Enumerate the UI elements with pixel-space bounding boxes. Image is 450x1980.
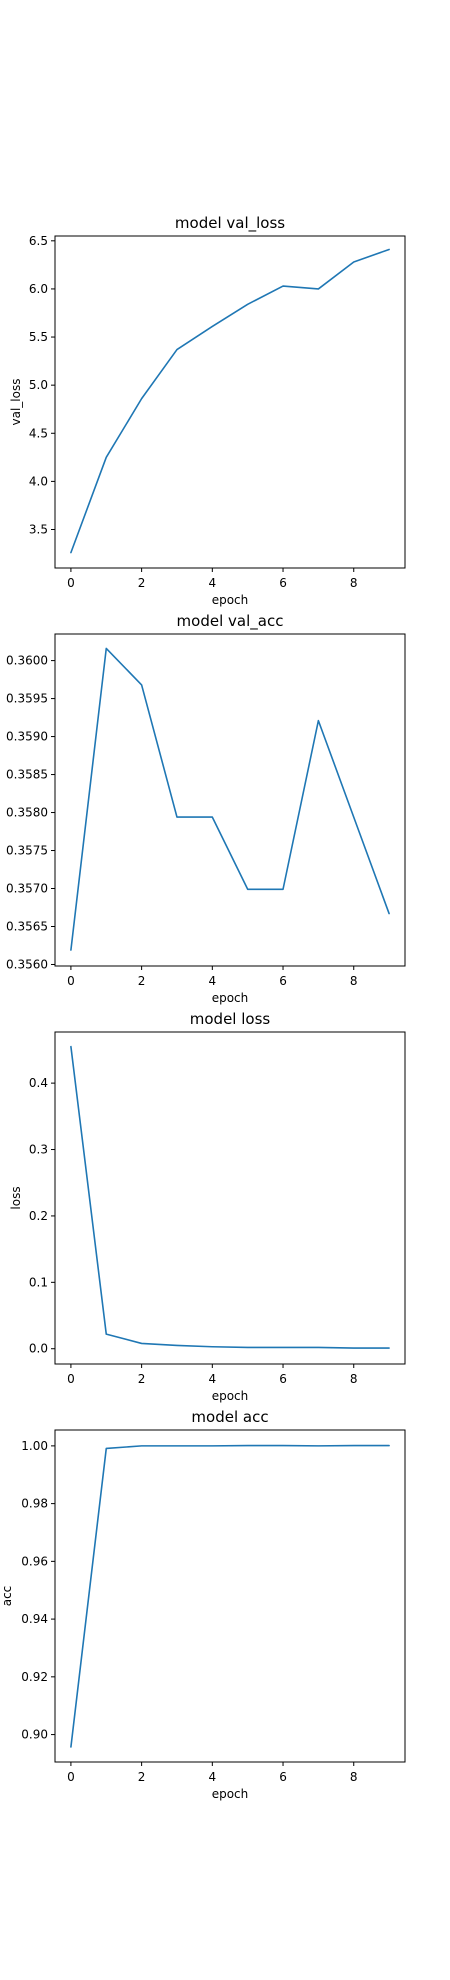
x-tick-label: 4 <box>209 1372 217 1386</box>
y-tick-label: 3.5 <box>29 523 48 537</box>
y-tick-label: 0.98 <box>21 1497 48 1511</box>
x-tick-label: 8 <box>350 1372 358 1386</box>
x-tick-label: 0 <box>67 1372 75 1386</box>
x-tick-label: 4 <box>209 1770 217 1784</box>
y-tick-label: 1.00 <box>21 1439 48 1453</box>
x-tick-label: 6 <box>279 576 287 590</box>
y-tick-label: 0.4 <box>29 1076 48 1090</box>
y-tick-label: 4.5 <box>29 426 48 440</box>
series-line <box>70 647 390 951</box>
y-tick-label: 0.3565 <box>6 919 48 933</box>
y-tick-label: 0.90 <box>21 1728 48 1742</box>
y-tick-label: 0.3 <box>29 1143 48 1157</box>
y-tick-label: 0.3595 <box>6 692 48 706</box>
plot-frame <box>54 1031 406 1365</box>
y-tick-label: 6.5 <box>29 234 48 248</box>
y-axis-label: acc <box>0 1586 14 1607</box>
y-tick-label: 5.0 <box>29 378 48 392</box>
plot-frame <box>54 633 406 967</box>
y-tick-label: 0.3600 <box>6 654 48 668</box>
chart-panel-3: model acc 0 2 4 6 8 0.90 0.92 0.94 0.96 0.98 1.00 ep… <box>0 1408 406 1801</box>
chart-title: model acc <box>191 1408 268 1426</box>
y-tick-label: 0.3580 <box>6 806 48 820</box>
x-tick-label: 8 <box>350 576 358 590</box>
y-tick-label: 6.0 <box>29 282 48 296</box>
x-tick-label: 4 <box>209 974 217 988</box>
chart-title: model loss <box>190 1010 271 1028</box>
y-axis-label: val_loss <box>9 379 23 426</box>
x-tick-label: 6 <box>279 974 287 988</box>
plot-frame <box>54 1429 406 1763</box>
y-tick-label: 0.96 <box>21 1554 48 1568</box>
y-tick-label: 0.94 <box>21 1612 48 1626</box>
chart-panel-0: model val_loss 0 2 4 6 8 3.5 4.0 4.5 5.0 5.5 6.0 6.5… <box>9 214 406 607</box>
x-axis-label: epoch <box>212 1787 249 1801</box>
plot-frame <box>54 235 406 569</box>
y-tick-label: 0.3585 <box>6 768 48 782</box>
x-tick-label: 8 <box>350 974 358 988</box>
series-line <box>70 248 390 554</box>
chart-title: model val_acc <box>177 612 284 631</box>
chart-panel-1: model val_acc 0 2 4 6 8 0.3560 0.3565 0.3570 0.35… <box>6 612 406 1005</box>
x-tick-label: 2 <box>138 1372 146 1386</box>
x-axis-label: epoch <box>212 593 249 607</box>
y-tick-label: 0.0 <box>29 1342 48 1356</box>
y-tick-label: 0.1 <box>29 1275 48 1289</box>
chart-panel-2: model loss 0 2 4 6 8 0.0 0.1 0.2 0.3 0.4 epoch loss <box>9 1010 406 1403</box>
y-tick-label: 0.3575 <box>6 844 48 858</box>
x-tick-label: 2 <box>138 1770 146 1784</box>
series-line <box>70 1045 390 1349</box>
x-tick-label: 4 <box>209 576 217 590</box>
x-axis-label: epoch <box>212 991 249 1005</box>
x-tick-label: 8 <box>350 1770 358 1784</box>
y-tick-label: 0.3590 <box>6 730 48 744</box>
x-tick-label: 6 <box>279 1372 287 1386</box>
y-tick-label: 0.2 <box>29 1209 48 1223</box>
x-tick-label: 2 <box>138 576 146 590</box>
chart-title: model val_loss <box>175 214 285 233</box>
series-line <box>70 1444 390 1748</box>
y-axis-label: loss <box>9 1186 23 1209</box>
x-tick-label: 0 <box>67 974 75 988</box>
x-axis-label: epoch <box>212 1389 249 1403</box>
x-tick-label: 2 <box>138 974 146 988</box>
y-tick-label: 5.5 <box>29 330 48 344</box>
x-tick-label: 0 <box>67 576 75 590</box>
y-tick-label: 0.3560 <box>6 957 48 971</box>
x-tick-label: 0 <box>67 1770 75 1784</box>
y-tick-label: 0.3570 <box>6 882 48 896</box>
x-tick-label: 6 <box>279 1770 287 1784</box>
y-tick-label: 0.92 <box>21 1670 48 1684</box>
y-tick-label: 4.0 <box>29 474 48 488</box>
